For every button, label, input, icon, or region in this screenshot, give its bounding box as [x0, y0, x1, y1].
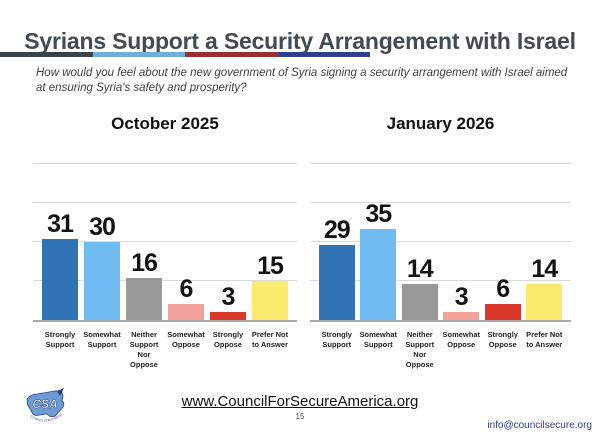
category-label: Somewhat Oppose [442, 330, 480, 350]
bar-value-label: 3 [221, 283, 236, 312]
survey-question-text: How would you feel about the new governm… [36, 67, 568, 94]
chart-october-2025: October 2025 31 30 16 6 3 15 Strongly Support… [33, 112, 297, 371]
bar [443, 312, 480, 320]
csa-logo: CSA COUNCIL FOR A SECURE AMERICA [23, 384, 68, 431]
bar-column-somewhat-support: 35 [358, 202, 400, 320]
bar-column-neither-support-nor-oppose: 16 [123, 251, 165, 320]
bar [318, 244, 355, 320]
bar [252, 281, 288, 320]
bar-column-strongly-support: 31 [39, 212, 81, 320]
bar-value-label: 3 [454, 283, 469, 312]
bar-column-strongly-oppose: 6 [482, 277, 524, 320]
bar [168, 304, 204, 320]
svg-text:CSA: CSA [32, 397, 57, 411]
category-label: Somewhat Oppose [167, 330, 205, 350]
bar-columns: 31 30 16 6 3 15 [33, 164, 297, 320]
bar-value-label: 35 [365, 200, 392, 228]
website-link[interactable]: www.CouncilForSecureAmerica.org [181, 393, 419, 410]
divider-segment [0, 52, 93, 57]
bar-column-neither-support-nor-oppose: 14 [399, 254, 441, 320]
category-label: Neither Support Nor Oppose [129, 330, 159, 370]
gridline [33, 241, 297, 242]
category-label: Prefer Not to Answer [251, 330, 289, 350]
category-label: Prefer Not to Answer [526, 330, 563, 350]
gridline [310, 241, 571, 242]
category-labels: Strongly Support Somewhat Support Neither … [310, 330, 571, 371]
gridline [310, 163, 571, 164]
gridline [33, 163, 297, 164]
category-label: Neither Support Nor Oppose [405, 330, 435, 370]
bar-value-label: 6 [179, 275, 194, 304]
page-number: 15 [295, 412, 305, 421]
chart-title-january: January 2026 [386, 114, 495, 133]
bar-value-label: 6 [496, 275, 510, 304]
gridline [33, 202, 297, 203]
bar-value-label: 15 [257, 252, 284, 280]
bar-column-somewhat-oppose: 6 [165, 277, 207, 320]
bar [210, 312, 246, 320]
title-divider [0, 52, 370, 57]
gridline [33, 280, 297, 281]
bar-column-somewhat-oppose: 3 [441, 285, 483, 320]
divider-segment [92, 52, 185, 57]
charts-row: October 2025 31 30 16 6 3 15 Strongly Support… [33, 112, 571, 371]
slide-title: Syrians Support a Security Arrangement w… [24, 28, 576, 55]
bar [126, 278, 162, 320]
bar-plot-january: 29 35 14 3 6 14 [310, 163, 571, 322]
gridline [310, 280, 571, 281]
category-label: Strongly Support [321, 330, 352, 350]
chart-title-october: October 2025 [111, 114, 219, 133]
bar-plot-october: 31 30 16 6 3 15 [33, 163, 297, 322]
bar-column-prefer-not-to-answer: 15 [249, 254, 291, 320]
footer-website: www.CouncilForSecureAmerica.org [0, 393, 600, 410]
bar-columns: 29 35 14 3 6 14 [310, 164, 571, 320]
contact-email-link[interactable]: info@councilsecure.org [487, 420, 592, 431]
bar-column-somewhat-support: 30 [81, 215, 123, 320]
category-label: Somewhat Support [359, 330, 397, 350]
divider-segment [277, 52, 370, 57]
bar [484, 304, 521, 320]
category-label: Strongly Support [44, 330, 76, 350]
csa-logo-map-icon: CSA COUNCIL FOR A SECURE AMERICA [23, 384, 65, 423]
chart-january-2026: January 2026 29 35 14 3 6 14 Strongly Support… [310, 112, 571, 371]
category-label: Strongly Oppose [487, 330, 518, 350]
bar-value-label: 14 [531, 254, 558, 283]
bar [526, 283, 563, 320]
bar-value-label: 16 [131, 249, 158, 278]
bar [360, 229, 397, 320]
bar [401, 283, 438, 320]
category-label: Strongly Oppose [212, 330, 244, 350]
category-labels: Strongly Support Somewhat Support Neither … [33, 330, 297, 371]
divider-segment [185, 52, 278, 57]
bar-column-prefer-not-to-answer: 14 [524, 254, 566, 320]
bar [84, 242, 120, 320]
bar-value-label: 14 [406, 254, 434, 283]
bar-value-label: 31 [47, 210, 74, 239]
gridline [310, 202, 571, 203]
bar [42, 239, 78, 320]
bar-column-strongly-oppose: 3 [207, 285, 249, 320]
bar-column-strongly-support: 29 [316, 215, 358, 320]
category-label: Somewhat Support [83, 330, 121, 350]
bar-value-label: 30 [89, 213, 116, 241]
bar-value-label: 29 [323, 215, 351, 244]
